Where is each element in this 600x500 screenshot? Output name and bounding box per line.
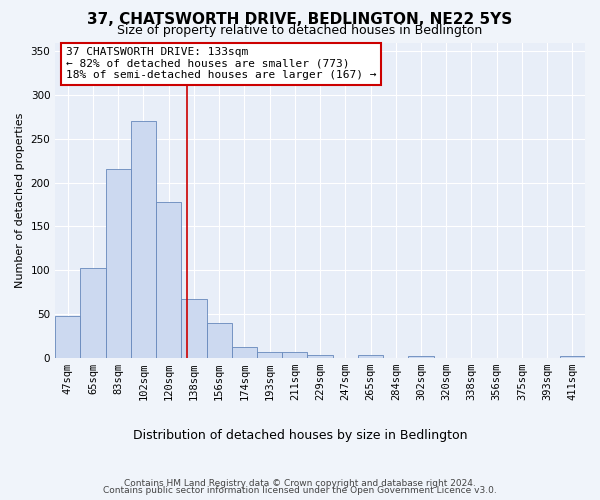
Text: Contains HM Land Registry data © Crown copyright and database right 2024.: Contains HM Land Registry data © Crown c… [124,478,476,488]
Text: Contains public sector information licensed under the Open Government Licence v3: Contains public sector information licen… [103,486,497,495]
Bar [409,356,434,358]
Bar [206,324,232,358]
Bar [181,299,206,358]
Bar [80,268,106,358]
Bar [156,202,181,358]
Text: 37 CHATSWORTH DRIVE: 133sqm
← 82% of detached houses are smaller (773)
18% of se: 37 CHATSWORTH DRIVE: 133sqm ← 82% of det… [66,47,376,80]
Bar [131,122,156,358]
Y-axis label: Number of detached properties: Number of detached properties [15,112,25,288]
Bar [282,352,307,358]
Bar [358,355,383,358]
Bar [55,316,80,358]
Bar [560,356,585,358]
Text: 37, CHATSWORTH DRIVE, BEDLINGTON, NE22 5YS: 37, CHATSWORTH DRIVE, BEDLINGTON, NE22 5… [88,12,512,28]
Bar [307,355,332,358]
Bar [257,352,282,358]
Text: Distribution of detached houses by size in Bedlington: Distribution of detached houses by size … [133,430,467,442]
Bar [232,347,257,358]
Text: Size of property relative to detached houses in Bedlington: Size of property relative to detached ho… [118,24,482,37]
Bar [106,170,131,358]
